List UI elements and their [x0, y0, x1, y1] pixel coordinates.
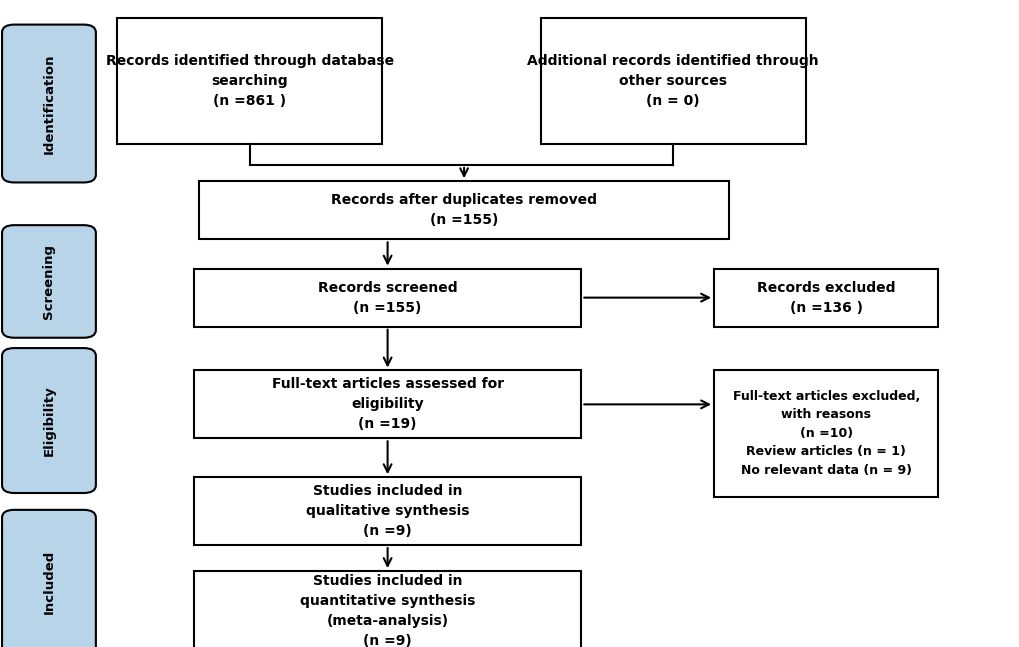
FancyBboxPatch shape — [117, 18, 382, 144]
FancyBboxPatch shape — [199, 181, 729, 239]
FancyBboxPatch shape — [194, 370, 581, 439]
FancyBboxPatch shape — [194, 571, 581, 647]
Text: Full-text articles excluded,
with reasons
(n =10)
Review articles (n = 1)
No rel: Full-text articles excluded, with reason… — [732, 390, 919, 477]
Text: Full-text articles assessed for
eligibility
(n =19): Full-text articles assessed for eligibil… — [271, 377, 503, 432]
FancyBboxPatch shape — [713, 370, 937, 497]
FancyBboxPatch shape — [713, 269, 937, 327]
Text: Eligibility: Eligibility — [43, 385, 55, 456]
Text: Studies included in
quantitative synthesis
(meta-analysis)
(n =9): Studies included in quantitative synthes… — [300, 575, 475, 647]
Text: Screening: Screening — [43, 244, 55, 319]
FancyBboxPatch shape — [2, 25, 96, 182]
Text: Records after duplicates removed
(n =155): Records after duplicates removed (n =155… — [331, 193, 596, 227]
Text: Records excluded
(n =136 ): Records excluded (n =136 ) — [756, 281, 895, 314]
FancyBboxPatch shape — [2, 225, 96, 338]
Text: Additional records identified through
other sources
(n = 0): Additional records identified through ot… — [527, 54, 818, 108]
Text: Included: Included — [43, 550, 55, 615]
FancyBboxPatch shape — [194, 269, 581, 327]
Text: Studies included in
qualitative synthesis
(n =9): Studies included in qualitative synthesi… — [306, 484, 469, 538]
Text: Identification: Identification — [43, 53, 55, 154]
Text: Records screened
(n =155): Records screened (n =155) — [318, 281, 457, 314]
FancyBboxPatch shape — [194, 477, 581, 545]
FancyBboxPatch shape — [2, 348, 96, 493]
FancyBboxPatch shape — [2, 510, 96, 647]
Text: Records identified through database
searching
(n =861 ): Records identified through database sear… — [106, 54, 393, 108]
FancyBboxPatch shape — [540, 18, 805, 144]
